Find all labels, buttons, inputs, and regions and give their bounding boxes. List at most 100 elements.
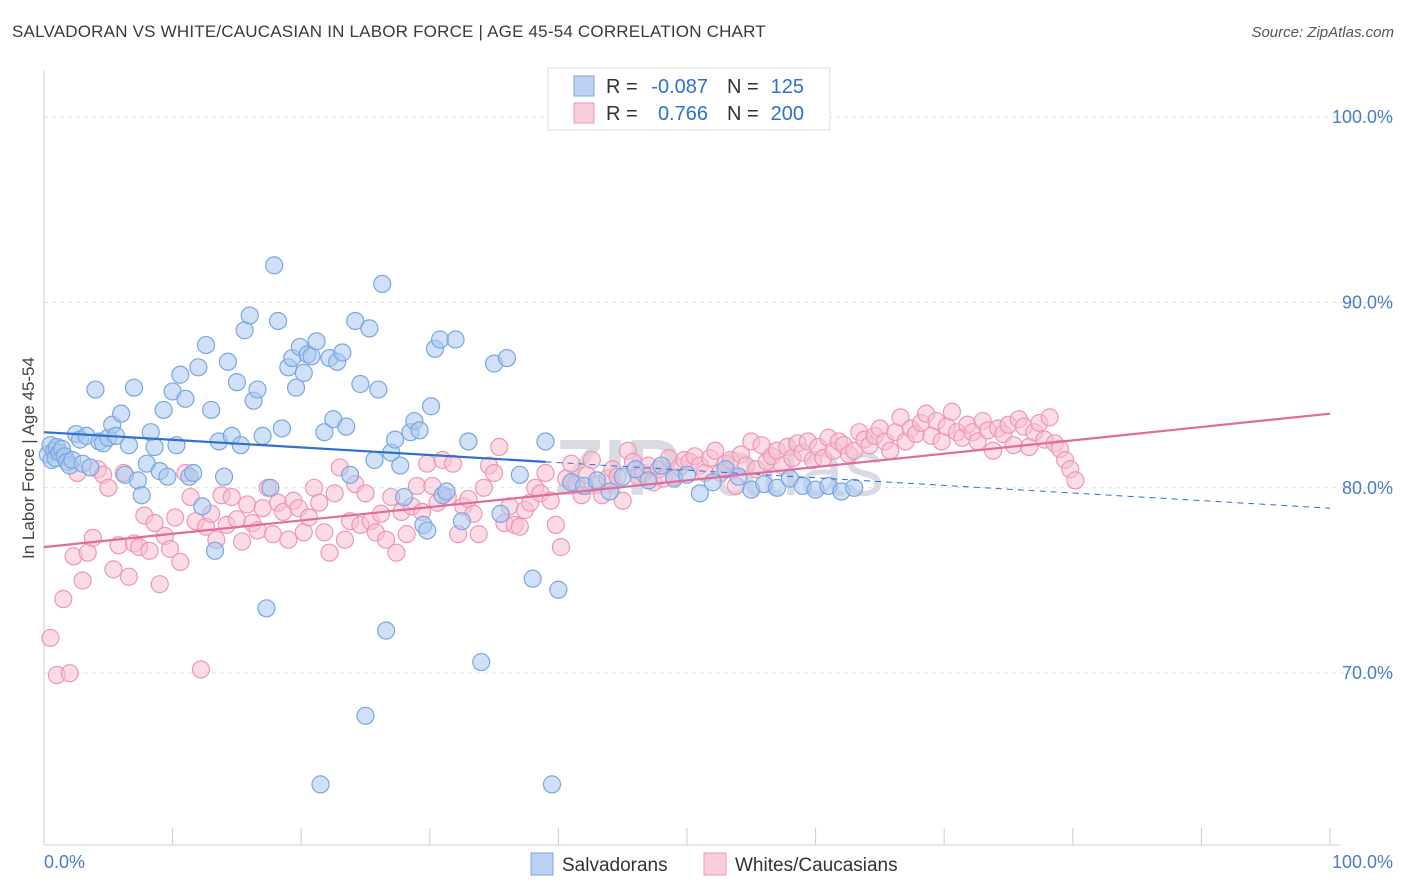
point-whites-caucasians — [469, 525, 488, 544]
point-salvadorans — [394, 487, 414, 507]
point-salvadorans — [418, 521, 437, 540]
point-salvadorans — [446, 330, 465, 349]
y-axis-label: In Labor Force | Age 45-54 — [19, 357, 38, 559]
point-whites-caucasians — [510, 517, 529, 536]
bottom-legend-swatch-pink — [703, 852, 727, 876]
point-salvadorans — [356, 706, 375, 725]
point-salvadorans — [240, 306, 259, 325]
point-salvadorans — [189, 358, 208, 377]
point-salvadorans — [391, 456, 410, 475]
point-whites-caucasians — [320, 543, 339, 562]
legend-swatch-blue — [573, 75, 595, 97]
point-salvadorans — [268, 311, 288, 331]
point-salvadorans — [472, 652, 491, 672]
point-salvadorans — [214, 467, 234, 486]
point-whites-caucasians — [279, 530, 298, 549]
point-salvadorans — [491, 504, 510, 523]
point-whites-caucasians — [485, 463, 504, 483]
point-salvadorans — [119, 436, 138, 455]
point-whites-caucasians — [41, 628, 60, 648]
trend-extension-salvadorans — [545, 461, 1331, 509]
point-salvadorans — [767, 478, 787, 497]
point-whites-caucasians — [310, 493, 329, 512]
point-salvadorans — [196, 335, 216, 355]
legend-n-value-2: 200 — [771, 103, 804, 125]
point-whites-caucasians — [253, 499, 272, 518]
point-whites-caucasians — [191, 660, 210, 679]
point-whites-caucasians — [891, 408, 910, 427]
point-salvadorans — [523, 569, 542, 588]
series-whites-caucasians — [41, 402, 1085, 685]
legend-n-label-1: N = — [727, 76, 759, 98]
point-whites-caucasians — [541, 491, 560, 510]
y-tick-label: 70.0% — [1342, 663, 1393, 683]
point-whites-caucasians — [166, 508, 185, 527]
point-salvadorans — [373, 274, 392, 294]
chart-title: SALVADORAN VS WHITE/CAUCASIAN IN LABOR F… — [12, 22, 766, 41]
y-axis-tick-labels: 70.0% 80.0% 90.0% 100.0% — [1332, 107, 1393, 683]
point-whites-caucasians — [397, 525, 416, 544]
point-salvadorans — [154, 400, 173, 420]
point-whites-caucasians — [238, 495, 257, 514]
point-salvadorans — [421, 397, 441, 416]
point-salvadorans — [81, 458, 100, 477]
point-salvadorans — [132, 486, 151, 505]
point-whites-caucasians — [171, 552, 190, 572]
point-whites-caucasians — [1040, 408, 1059, 427]
point-salvadorans — [346, 311, 365, 331]
point-whites-caucasians — [942, 402, 962, 421]
point-whites-caucasians — [536, 463, 555, 483]
point-salvadorans — [253, 426, 272, 446]
y-tick-label: 90.0% — [1342, 292, 1393, 312]
point-salvadorans — [184, 463, 203, 483]
point-salvadorans — [639, 471, 658, 490]
point-whites-caucasians — [582, 450, 601, 470]
point-whites-caucasians — [376, 530, 396, 549]
point-whites-caucasians — [232, 532, 252, 551]
point-whites-caucasians — [490, 437, 509, 457]
y-tick-label: 80.0% — [1342, 478, 1393, 498]
point-whites-caucasians — [119, 567, 138, 586]
point-salvadorans — [257, 599, 276, 618]
point-salvadorans — [193, 497, 212, 516]
point-salvadorans — [307, 332, 326, 351]
point-whites-caucasians — [418, 454, 437, 473]
point-whites-caucasians — [356, 484, 375, 503]
point-salvadorans — [337, 417, 356, 436]
point-whites-caucasians — [99, 478, 118, 497]
legend-box: R = -0.087 N = 125 R = 0.766 N = 200 — [547, 67, 831, 131]
point-whites-caucasians — [299, 508, 319, 527]
point-whites-caucasians — [335, 530, 355, 549]
point-salvadorans — [626, 460, 645, 479]
point-whites-caucasians — [551, 538, 571, 557]
point-whites-caucasians — [613, 491, 632, 510]
point-whites-caucasians — [387, 543, 406, 562]
x-axis-ticks — [43, 828, 1331, 845]
point-whites-caucasians — [881, 441, 900, 460]
point-salvadorans — [600, 482, 619, 501]
point-whites-caucasians — [83, 528, 102, 547]
bottom-legend-label-salvadorans: Salvadorans — [562, 855, 668, 876]
legend-n-label-2: N = — [727, 103, 759, 125]
point-whites-caucasians — [73, 571, 92, 590]
point-salvadorans — [218, 352, 237, 371]
point-salvadorans — [265, 256, 284, 275]
legend-n-value-1: 125 — [771, 76, 804, 98]
point-salvadorans — [351, 374, 370, 394]
point-salvadorans — [360, 319, 379, 338]
x-tick-label-max: 100.0% — [1332, 852, 1393, 872]
point-whites-caucasians — [150, 575, 169, 594]
point-salvadorans — [205, 541, 225, 560]
point-salvadorans — [202, 400, 221, 420]
point-whites-caucasians — [706, 441, 725, 460]
point-salvadorans — [652, 456, 671, 475]
point-whites-caucasians — [227, 510, 246, 529]
point-salvadorans — [690, 484, 709, 503]
point-salvadorans — [452, 512, 472, 531]
point-whites-caucasians — [474, 478, 493, 497]
point-salvadorans — [385, 430, 405, 449]
point-salvadorans — [176, 389, 195, 408]
bottom-legend: Salvadorans Whites/Caucasians — [530, 852, 898, 876]
point-whites-caucasians — [60, 664, 79, 683]
